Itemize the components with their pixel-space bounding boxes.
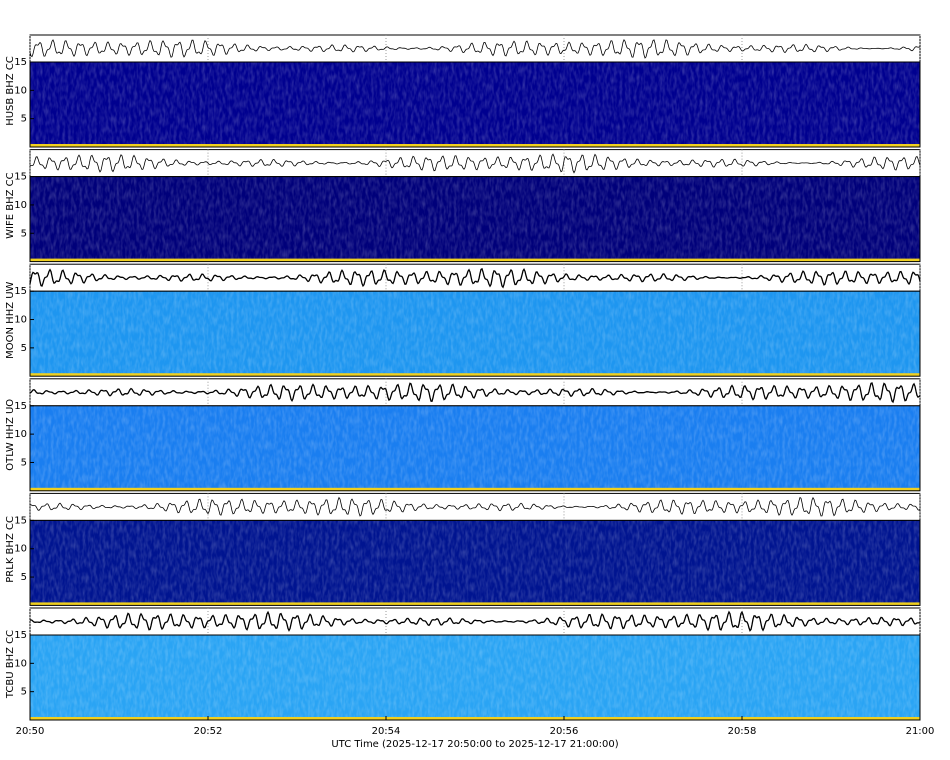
y-tick-label: 15: [14, 515, 27, 526]
y-tick-label: 10: [14, 429, 27, 440]
y-tick-label: 5: [21, 572, 27, 583]
y-tick-label: 5: [21, 687, 27, 698]
spectrogram-texture: [30, 635, 920, 720]
waveform: [29, 382, 921, 404]
y-tick-label: 15: [14, 286, 27, 297]
waveform: [29, 267, 921, 289]
waveform-frame: [29, 34, 921, 63]
spectrogram-texture: [30, 520, 920, 606]
y-axis-label: MOON HHZ UW: [5, 281, 16, 358]
spectrogram-frame: [29, 519, 921, 606]
y-tick-label: 10: [14, 85, 27, 96]
x-tick-label: 20:56: [550, 726, 579, 737]
x-tick-label: 20:52: [194, 726, 223, 737]
low-frequency-band: [30, 144, 920, 147]
y-tick-label: 15: [14, 172, 27, 183]
spectrogram-frame: [29, 290, 921, 377]
y-tick-label: 5: [21, 228, 27, 239]
waveform: [29, 610, 920, 632]
x-tick-label: 20:54: [372, 726, 401, 737]
y-axis-label: PRLK BHZ CC: [5, 516, 16, 583]
y-tick-label: 10: [14, 200, 27, 211]
y-axis-label: HUSB BHZ CC: [5, 56, 16, 126]
x-tick-label: 20:58: [728, 726, 757, 737]
y-tick-label: 5: [21, 114, 27, 125]
low-frequency-band: [30, 602, 920, 606]
x-tick-label: 20:50: [16, 726, 45, 737]
y-tick-label: 10: [14, 315, 27, 326]
spectrogram-texture: [30, 62, 920, 147]
low-frequency-band: [30, 373, 920, 377]
y-tick-label: 15: [14, 630, 27, 641]
waveform-frame: [29, 492, 921, 521]
spectrogram-frame: [29, 634, 921, 721]
y-tick-label: 5: [21, 457, 27, 468]
y-tick-label: 10: [14, 658, 27, 669]
waveform-frame: [29, 607, 921, 636]
low-frequency-band: [30, 717, 920, 720]
waveform: [29, 153, 921, 174]
spectrogram-frame: [29, 405, 921, 492]
y-tick-label: 10: [14, 544, 27, 555]
x-tick-label: 21:00: [906, 726, 935, 737]
y-tick-label: 15: [14, 57, 27, 68]
spectrogram-texture: [30, 405, 920, 491]
spectrogram-texture: [30, 176, 920, 262]
y-axis-label: OTLW HHZ UO: [5, 399, 16, 471]
y-axis-label: WIFE BHZ CC: [5, 172, 16, 238]
waveform: [29, 496, 921, 517]
x-axis-label: UTC Time (2025-12-17 20:50:00 to 2025-12…: [331, 739, 618, 750]
y-tick-label: 5: [21, 343, 27, 354]
waveform: [29, 38, 921, 59]
spectrogram-texture: [30, 291, 920, 377]
low-frequency-band: [30, 258, 920, 262]
y-axis-label: TCBU BHZ CC: [5, 630, 16, 699]
spectrogram-frame: [29, 61, 921, 148]
y-tick-label: 15: [14, 401, 27, 412]
low-frequency-band: [30, 487, 920, 491]
spectrogram-frame: [29, 176, 921, 263]
